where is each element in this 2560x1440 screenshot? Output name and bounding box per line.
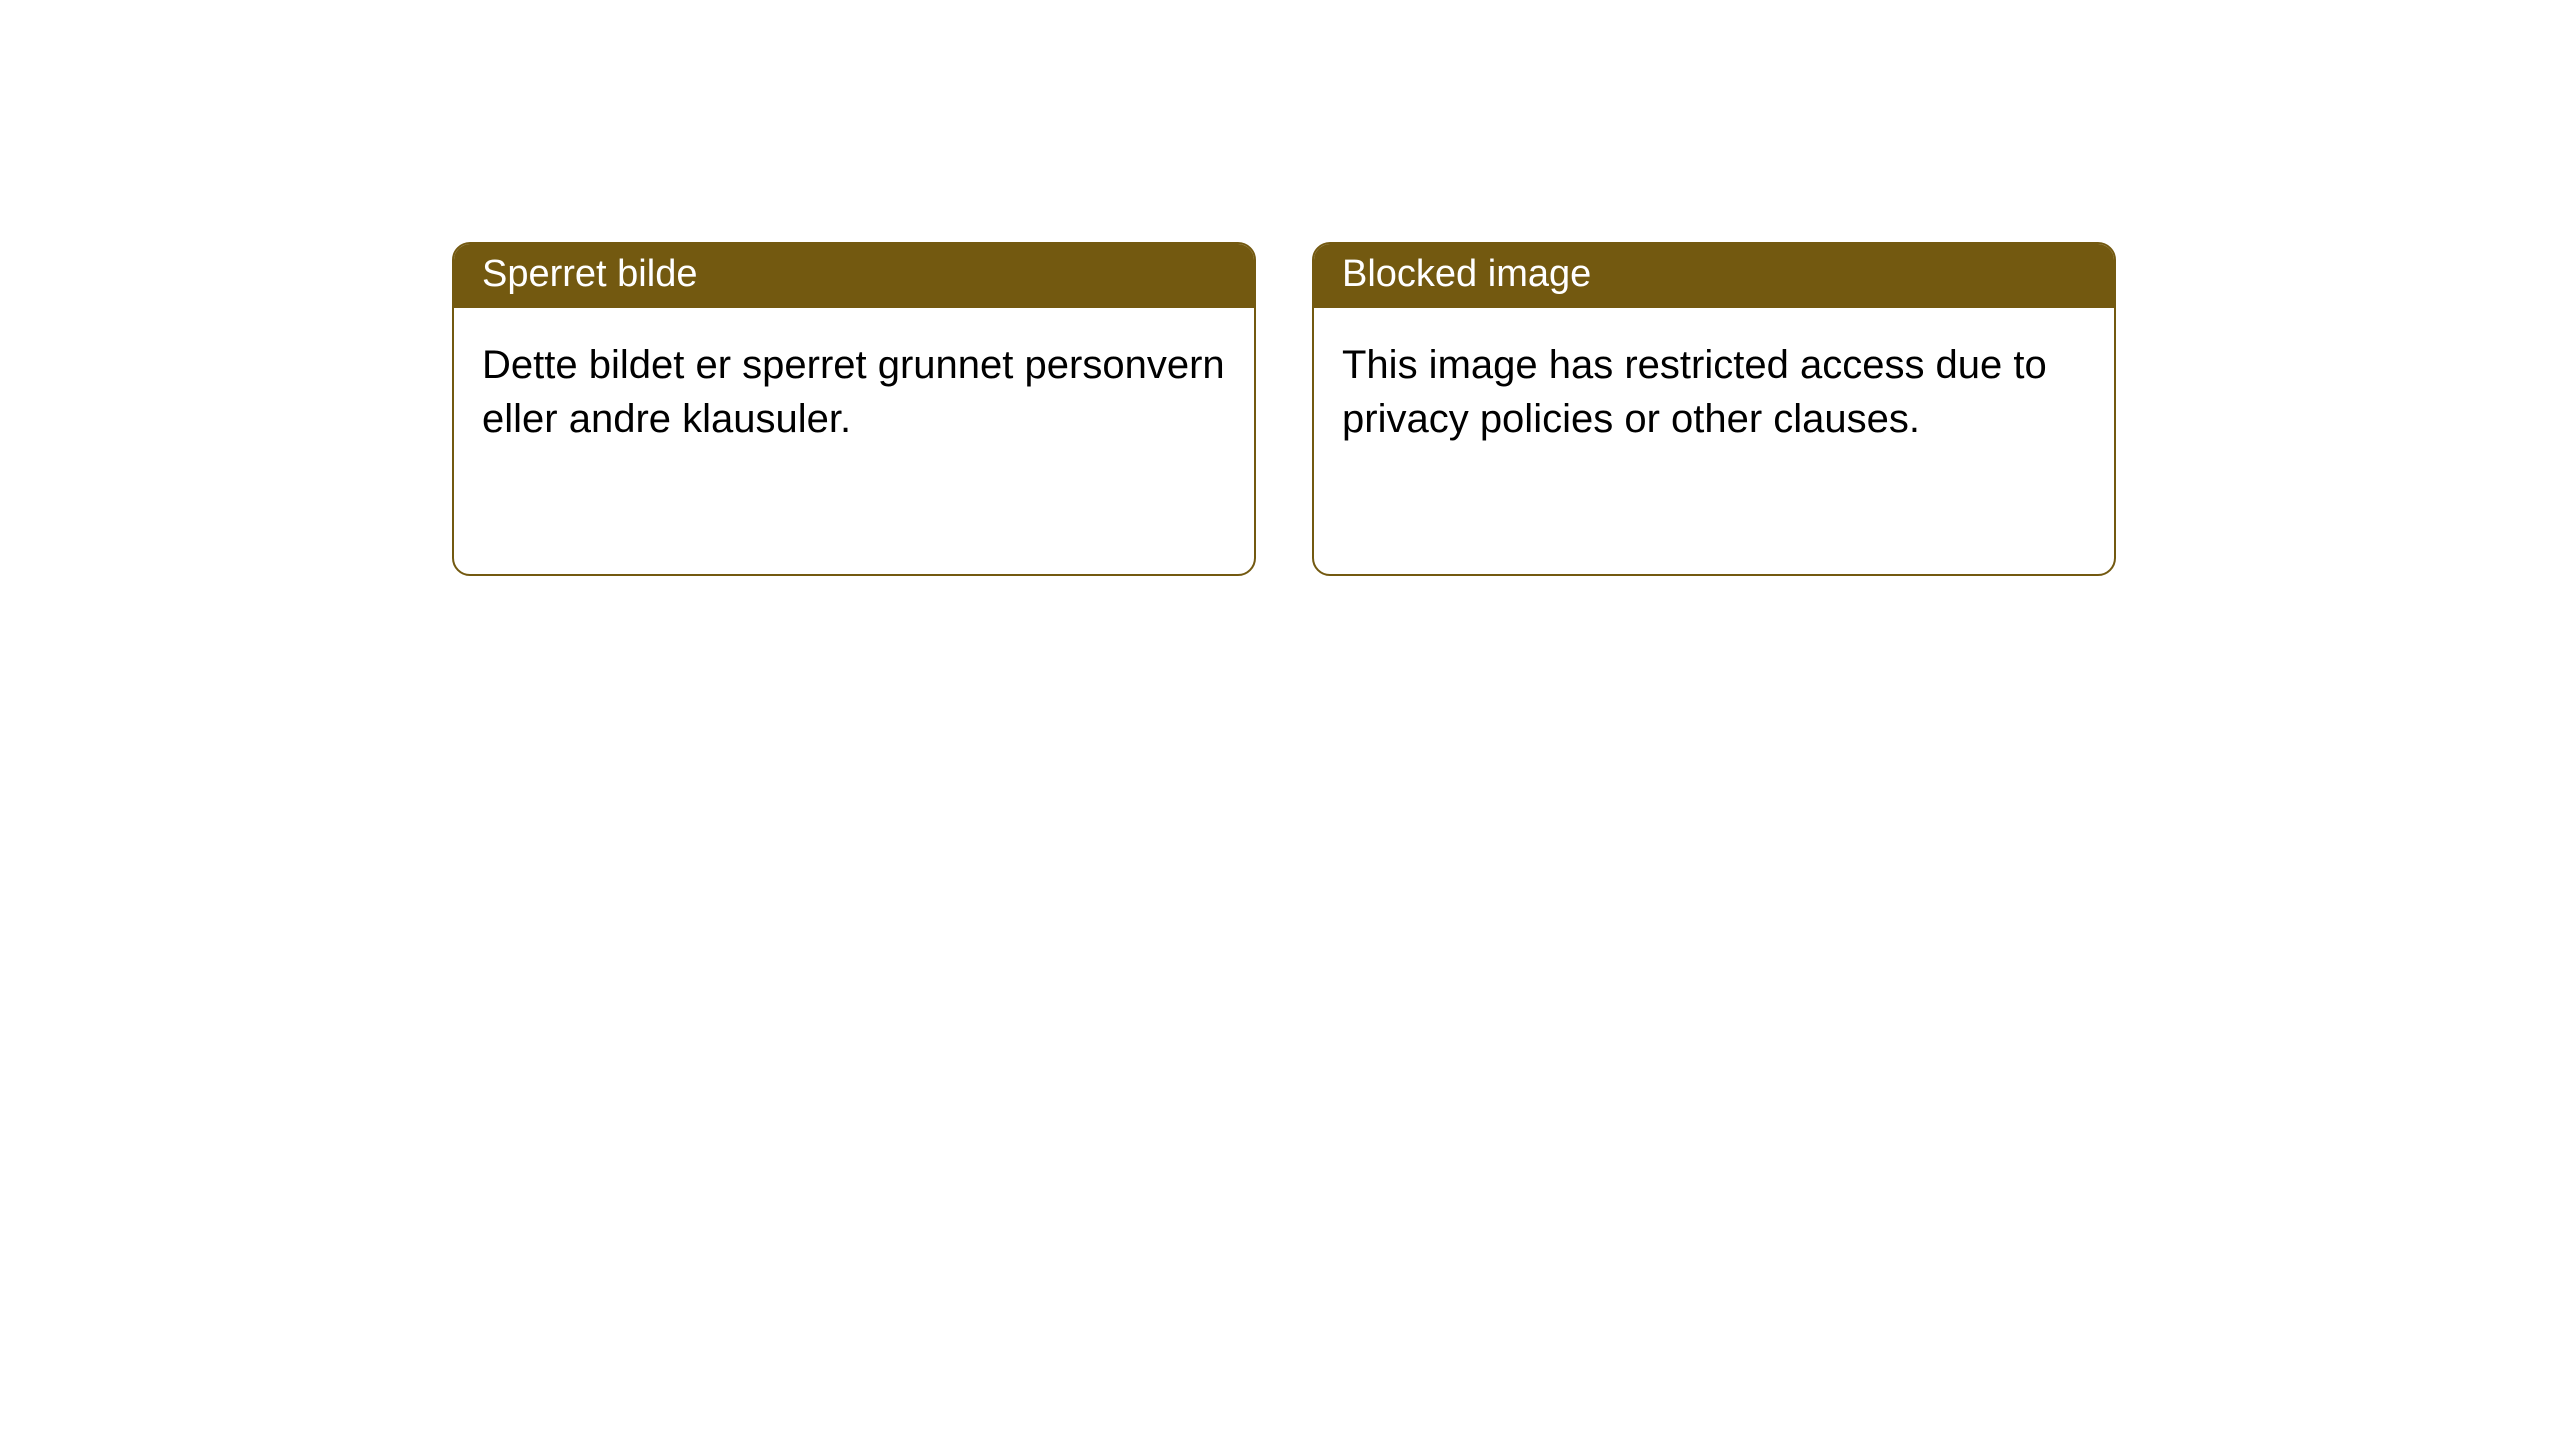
notice-card-norwegian: Sperret bilde Dette bildet er sperret gr… xyxy=(452,242,1256,576)
notice-body: This image has restricted access due to … xyxy=(1314,308,2114,476)
notice-container: Sperret bilde Dette bildet er sperret gr… xyxy=(0,0,2560,576)
notice-header: Sperret bilde xyxy=(454,244,1254,308)
notice-header: Blocked image xyxy=(1314,244,2114,308)
notice-card-english: Blocked image This image has restricted … xyxy=(1312,242,2116,576)
notice-body: Dette bildet er sperret grunnet personve… xyxy=(454,308,1254,476)
